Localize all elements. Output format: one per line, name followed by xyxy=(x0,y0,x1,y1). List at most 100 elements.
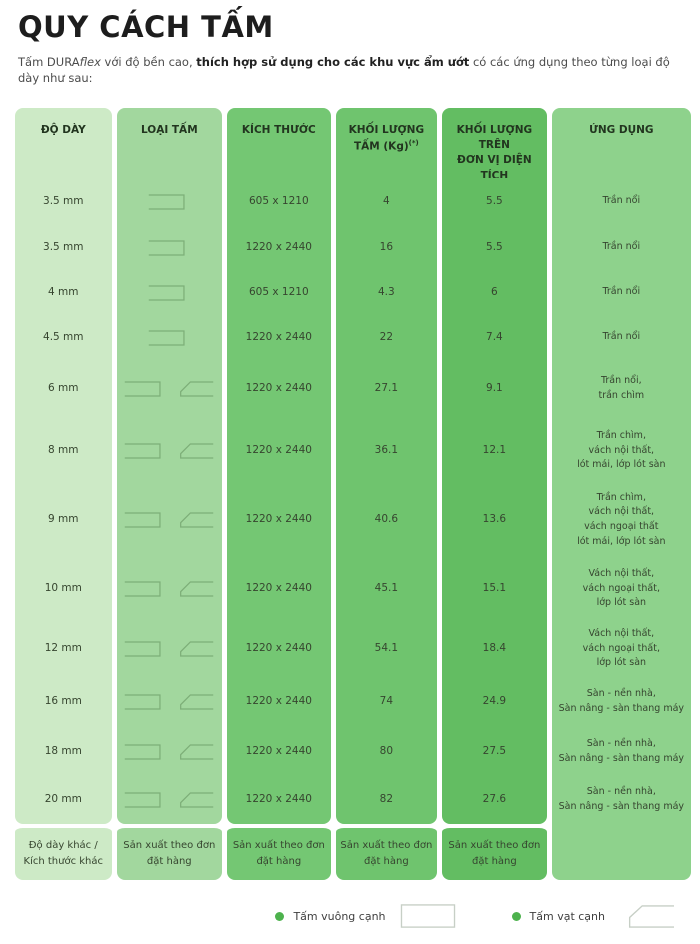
legend-label: Tấm vuông cạnh xyxy=(293,910,386,923)
header-size: KÍCH THƯỚC xyxy=(227,108,331,179)
header-application: ỨNG DỤNG xyxy=(551,108,691,179)
cell-application-empty xyxy=(551,824,691,881)
cell-edge-type xyxy=(116,727,223,777)
square-edge-icon xyxy=(123,440,167,462)
cell-thickness: 4.5 mm xyxy=(15,315,112,361)
cell-edge-type xyxy=(116,360,223,419)
green-dot-icon xyxy=(511,912,521,921)
cell-weight: 4 xyxy=(335,178,438,226)
cell-weight-area: 27.5 xyxy=(442,727,547,777)
cell-weight: 82 xyxy=(335,776,438,825)
cell-application: Trần chìm, vách nội thất, lót mái, lớp l… xyxy=(551,418,691,485)
cell-thickness: 10 mm xyxy=(15,556,112,623)
cell-edge-type xyxy=(116,622,223,677)
cell-weight: 45.1 xyxy=(335,556,438,623)
cell-weight: 80 xyxy=(335,727,438,777)
cell-edge-type xyxy=(116,484,223,557)
cell-edge-type xyxy=(116,556,223,623)
square-edge-icon xyxy=(123,691,167,713)
cell-weight-area: 6 xyxy=(442,270,547,316)
bevel-edge-icon xyxy=(171,509,215,531)
cell-application: Trần nổi, trần chìm xyxy=(551,360,691,419)
page-title: QUY CÁCH TẤM xyxy=(18,10,274,44)
cell-edge-type xyxy=(116,178,223,226)
square-edge-icon xyxy=(123,509,167,531)
cell-application: Trần nổi xyxy=(551,225,691,271)
spec-table: ĐỘ DÀY LOẠI TẤM KÍCH THƯỚC KHỐI LƯỢNG TẤ… xyxy=(15,108,691,881)
bevel-edge-icon xyxy=(171,440,215,462)
cell-custom-size: Sản xuất theo đơn đặt hàng xyxy=(227,824,331,881)
cell-size: 1220 x 2440 xyxy=(227,776,331,825)
cell-thickness: 3.5 mm xyxy=(15,178,112,226)
bevel-edge-icon xyxy=(171,578,215,600)
cell-weight: 16 xyxy=(335,225,438,271)
cell-weight: 40.6 xyxy=(335,484,438,557)
cell-weight: 4.3 xyxy=(335,270,438,316)
cell-custom-weight: Sản xuất theo đơn đặt hàng xyxy=(335,824,438,881)
bevel-edge-icon xyxy=(171,378,215,400)
cell-weight: 36.1 xyxy=(335,418,438,485)
cell-size: 1220 x 2440 xyxy=(227,360,331,419)
square-edge-icon xyxy=(123,578,167,600)
cell-size: 1220 x 2440 xyxy=(227,418,331,485)
green-dot-icon xyxy=(275,912,285,921)
cell-edge-type xyxy=(116,315,223,361)
cell-weight-area: 13.6 xyxy=(442,484,547,557)
intro-part: có các ứng dụng theo từng loại độ dày nh… xyxy=(18,55,670,85)
cell-edge-type xyxy=(116,676,223,728)
cell-edge-type xyxy=(116,418,223,485)
bevel-edge-icon xyxy=(171,691,215,713)
square-edge-icon xyxy=(147,237,191,259)
legend-square-edge: Tấm vuông cạnh xyxy=(275,903,455,930)
cell-application: Sàn - nền nhà, Sàn nâng - sàn thang máy xyxy=(551,776,691,825)
cell-thickness: 16 mm xyxy=(15,676,112,728)
bevel-edge-icon xyxy=(171,789,215,811)
cell-weight: 54.1 xyxy=(335,622,438,677)
cell-thickness: 9 mm xyxy=(15,484,112,557)
bevel-edge-icon xyxy=(605,903,675,930)
cell-size: 1220 x 2440 xyxy=(227,484,331,557)
cell-custom-thickness: Độ dày khác / Kích thước khác xyxy=(15,824,112,881)
square-edge-icon xyxy=(123,378,167,400)
header-weight-area: KHỐI LƯỢNG TRÊN ĐƠN VỊ DIỆN TÍCH (Kg/m²) xyxy=(442,108,547,197)
square-edge-icon xyxy=(123,789,167,811)
cell-thickness: 6 mm xyxy=(15,360,112,419)
cell-size: 605 x 1210 xyxy=(227,270,331,316)
square-edge-icon xyxy=(123,638,167,660)
cell-edge-type xyxy=(116,776,223,825)
cell-weight-area: 27.6 xyxy=(442,776,547,825)
cell-weight: 74 xyxy=(335,676,438,728)
square-edge-icon xyxy=(386,903,456,930)
intro-bold-part: thích hợp sử dụng cho các khu vực ẩm ướt xyxy=(196,55,470,69)
cell-custom-weight-area: Sản xuất theo đơn đặt hàng xyxy=(442,824,547,881)
cell-weight-area: 5.5 xyxy=(442,178,547,226)
header-weight-label: KHỐI LƯỢNG TẤM (Kg) xyxy=(348,124,425,153)
header-thickness: ĐỘ DÀY xyxy=(15,108,112,179)
header-weight: KHỐI LƯỢNG TẤM (Kg)(*) xyxy=(335,108,438,179)
bevel-edge-icon xyxy=(171,741,215,763)
cell-size: 1220 x 2440 xyxy=(227,315,331,361)
cell-weight-area: 7.4 xyxy=(442,315,547,361)
cell-weight-area: 12.1 xyxy=(442,418,547,485)
cell-application: Sàn - nền nhà, Sàn nâng - sàn thang máy xyxy=(551,727,691,777)
cell-application: Vách nội thất, vách ngoại thất, lớp lót … xyxy=(551,556,691,623)
cell-thickness: 4 mm xyxy=(15,270,112,316)
intro-part: Tấm DURA xyxy=(18,55,80,69)
cell-size: 1220 x 2440 xyxy=(227,622,331,677)
cell-size: 1220 x 2440 xyxy=(227,727,331,777)
cell-weight: 22 xyxy=(335,315,438,361)
cell-thickness: 12 mm xyxy=(15,622,112,677)
cell-weight-area: 5.5 xyxy=(442,225,547,271)
cell-application: Vách nội thất, vách ngoại thất, lớp lót … xyxy=(551,622,691,677)
bevel-edge-icon xyxy=(171,638,215,660)
cell-custom-type: Sản xuất theo đơn đặt hàng xyxy=(116,824,223,881)
cell-application: Trần chìm, vách nội thất, vách ngoại thấ… xyxy=(551,484,691,557)
square-edge-icon xyxy=(147,327,191,349)
cell-thickness: 18 mm xyxy=(15,727,112,777)
square-edge-icon xyxy=(123,741,167,763)
cell-size: 1220 x 2440 xyxy=(227,556,331,623)
cell-weight-area: 18.4 xyxy=(442,622,547,677)
edge-legend: Tấm vuông cạnh Tấm vạt cạnh xyxy=(0,903,675,930)
cell-weight-area: 15.1 xyxy=(442,556,547,623)
header-weight-footnote-mark: (*) xyxy=(408,139,419,148)
